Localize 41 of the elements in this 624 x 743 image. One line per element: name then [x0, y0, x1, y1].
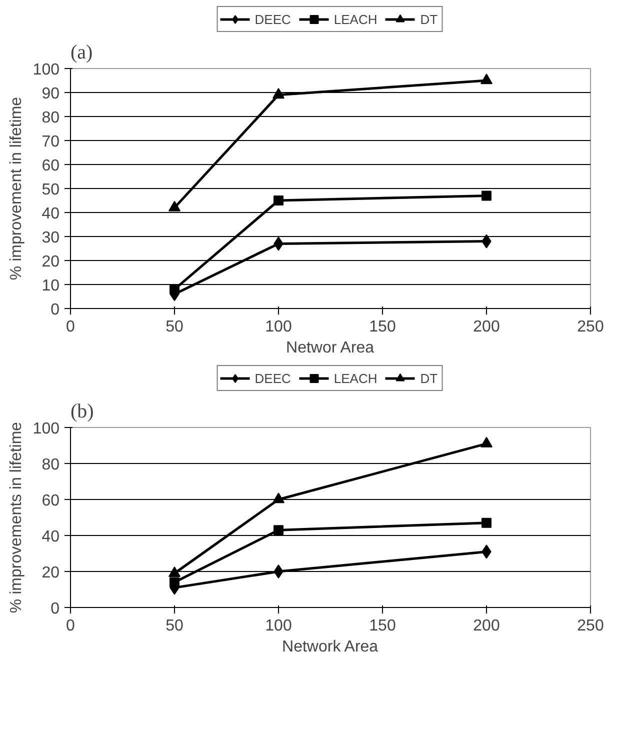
- chart-title: (b): [70, 400, 94, 422]
- x-tick-label: 0: [66, 318, 76, 336]
- legend-label: LEACH: [334, 12, 378, 26]
- y-tick-label: 100: [32, 62, 60, 78]
- y-tick-label: 50: [42, 182, 60, 198]
- y-tick-label: 70: [42, 134, 60, 150]
- legend-label: LEACH: [334, 370, 378, 386]
- x-tick-label: 250: [577, 618, 604, 634]
- x-tick-label: 150: [369, 618, 396, 634]
- y-tick-label: 80: [42, 110, 60, 126]
- y-tick-label: 60: [42, 492, 60, 510]
- x-tick-label: 150: [369, 318, 396, 336]
- legend-label: DEEC: [254, 12, 291, 26]
- y-tick-label: 10: [42, 278, 60, 294]
- x-tick-label: 0: [66, 618, 76, 634]
- x-tick-label: 100: [265, 618, 292, 634]
- y-tick-label: 60: [42, 158, 60, 174]
- x-tick-label: 200: [473, 318, 500, 336]
- chart-title: (a): [70, 42, 93, 64]
- x-tick-label: 200: [473, 618, 500, 634]
- y-tick-label: 40: [42, 206, 60, 222]
- x-axis-title: Network Area: [282, 638, 378, 656]
- y-tick-label: 0: [50, 600, 60, 618]
- y-tick-label: 30: [42, 230, 60, 246]
- x-tick-label: 250: [577, 318, 604, 336]
- legend-label: DT: [420, 370, 439, 386]
- x-tick-label: 50: [166, 318, 184, 336]
- legend-label: DEEC: [254, 370, 291, 386]
- y-tick-label: 100: [32, 420, 60, 438]
- x-tick-label: 100: [265, 318, 292, 336]
- y-axis-title: % improvements in lifetime: [8, 422, 25, 614]
- x-tick-label: 50: [166, 618, 184, 634]
- y-tick-label: 20: [42, 564, 60, 582]
- y-tick-label: 20: [42, 254, 60, 270]
- y-tick-label: 0: [50, 302, 60, 318]
- y-tick-label: 80: [42, 456, 60, 474]
- y-tick-label: 90: [42, 86, 60, 102]
- y-axis-title: % improvement in lifetime: [8, 96, 25, 280]
- x-axis-title: Networ Area: [286, 340, 374, 356]
- legend-label: DT: [420, 12, 439, 26]
- y-tick-label: 40: [42, 528, 60, 546]
